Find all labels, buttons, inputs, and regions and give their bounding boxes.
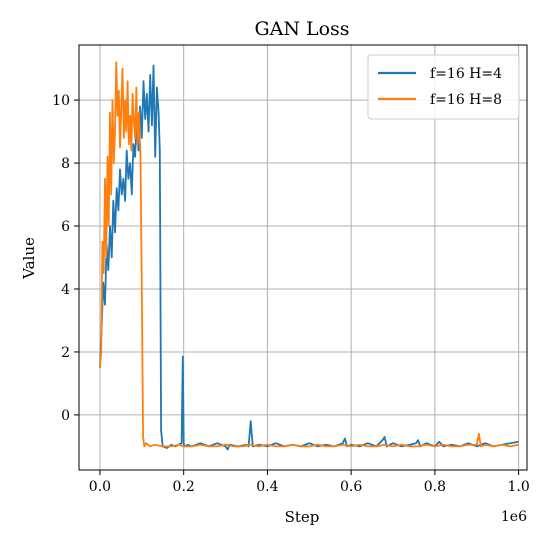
series-line-1	[99, 64, 519, 451]
legend-label-2: f=16 H=8	[430, 92, 502, 108]
y-tick-label: 8	[61, 156, 70, 172]
series-line-2	[99, 61, 519, 448]
legend: f=16 H=4 f=16 H=8	[367, 54, 520, 120]
y-tick-label: 10	[52, 93, 70, 109]
y-tick-label: 6	[61, 219, 70, 235]
x-tick-label: 0.4	[256, 479, 278, 495]
y-tick-label: 0	[61, 408, 70, 424]
x-offset-label: 1e6	[501, 509, 527, 525]
y-tick-label: 4	[61, 282, 70, 298]
axes-frame	[78, 44, 528, 471]
x-tick-label: 0.0	[89, 479, 111, 495]
x-tick-label: 0.8	[424, 479, 446, 495]
chart-title: GAN Loss	[254, 18, 349, 40]
x-tick-label: 1.0	[507, 479, 529, 495]
legend-box	[367, 54, 520, 120]
y-tick-label: 2	[61, 345, 70, 361]
plot-layer	[99, 61, 519, 451]
x-tick-label: 0.2	[173, 479, 195, 495]
legend-label-1: f=16 H=4	[430, 66, 502, 82]
y-axis-label: Value	[20, 237, 38, 280]
tick-layer: 0.0 0.2 0.4 0.6 0.8 1.0 0 2 4 6 8 10	[52, 93, 530, 495]
x-tick-label: 0.6	[340, 479, 362, 495]
x-axis-label: Step	[285, 508, 320, 526]
